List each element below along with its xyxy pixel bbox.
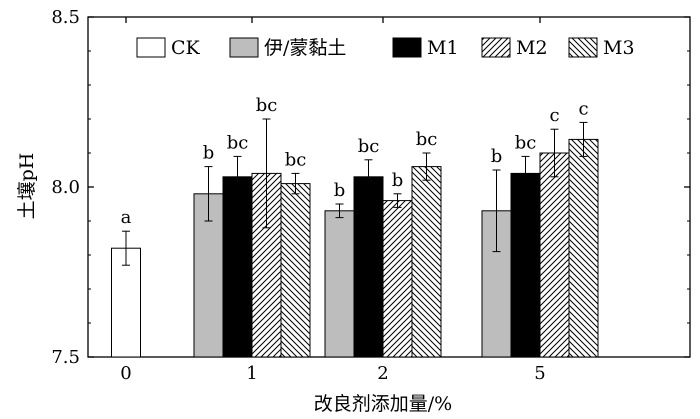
x-tick-label: 1 bbox=[246, 363, 257, 384]
significance-label: bc bbox=[227, 132, 249, 153]
y-tick-label: 8.0 bbox=[51, 177, 80, 198]
bar bbox=[382, 200, 413, 358]
y-tick-label: 7.5 bbox=[51, 347, 80, 368]
significance-label: b bbox=[491, 146, 503, 167]
bar bbox=[251, 172, 282, 358]
legend-label: M1 bbox=[427, 37, 459, 59]
significance-label: b bbox=[392, 170, 404, 191]
bar bbox=[539, 152, 570, 358]
significance-label: bc bbox=[256, 95, 278, 116]
y-axis-label: 土壤pH bbox=[16, 153, 38, 220]
legend-swatch bbox=[481, 37, 511, 58]
x-axis-label: 改良剂添加量/% bbox=[314, 393, 452, 415]
legend-label: CK bbox=[171, 37, 201, 59]
significance-label: bc bbox=[416, 129, 438, 150]
significance-label: bc bbox=[285, 149, 307, 170]
bar bbox=[510, 172, 541, 358]
bar bbox=[222, 176, 253, 358]
bar bbox=[324, 210, 355, 358]
significance-label: a bbox=[121, 207, 132, 228]
x-tick-label: 2 bbox=[377, 363, 388, 384]
significance-label: bc bbox=[358, 136, 380, 157]
significance-label: c bbox=[549, 105, 559, 126]
legend-label: 伊/蒙黏土 bbox=[264, 37, 346, 59]
legend-swatch bbox=[568, 37, 598, 58]
bar bbox=[111, 247, 141, 358]
bar bbox=[280, 183, 311, 358]
significance-label: b bbox=[334, 180, 346, 201]
legend: CK 伊/蒙黏土 M1 M2 M3 bbox=[136, 37, 635, 59]
bar bbox=[568, 138, 599, 358]
x-tick-label: 5 bbox=[534, 363, 545, 384]
legend-swatch bbox=[229, 37, 259, 58]
significance-label: b bbox=[203, 143, 215, 164]
legend-label: M3 bbox=[603, 37, 635, 59]
bar bbox=[353, 176, 384, 358]
x-tick-label: 0 bbox=[120, 363, 131, 384]
significance-label: c bbox=[578, 98, 588, 119]
significance-label: bc bbox=[515, 132, 537, 153]
bar bbox=[411, 166, 442, 358]
legend-label: M2 bbox=[516, 37, 548, 59]
legend-swatch bbox=[136, 37, 166, 58]
y-tick-label: 8.5 bbox=[51, 7, 80, 28]
legend-swatch bbox=[392, 37, 422, 58]
